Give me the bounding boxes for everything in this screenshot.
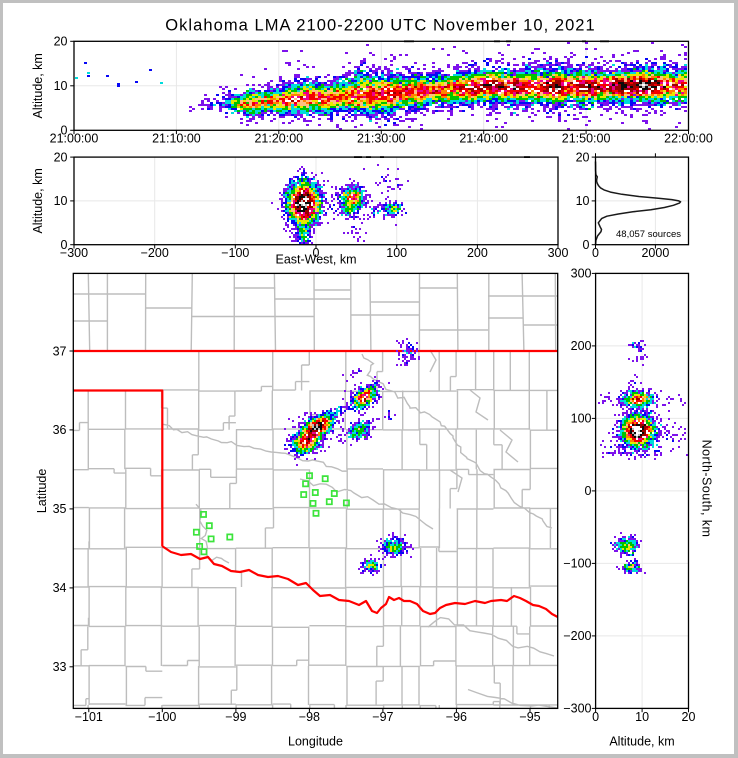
svg-text:0: 0 — [592, 246, 599, 260]
svg-text:22:00:00: 22:00:00 — [664, 132, 713, 146]
svg-text:−97: −97 — [372, 710, 393, 724]
svg-text:21:10:00: 21:10:00 — [152, 132, 201, 146]
svg-text:21:00:00: 21:00:00 — [50, 132, 99, 146]
svg-text:−200: −200 — [563, 629, 591, 643]
svg-text:0: 0 — [592, 710, 599, 724]
svg-text:−96: −96 — [446, 710, 467, 724]
svg-text:0: 0 — [313, 246, 320, 260]
svg-text:Altitude, km: Altitude, km — [31, 53, 45, 118]
svg-text:21:50:00: 21:50:00 — [562, 132, 611, 146]
svg-text:21:30:00: 21:30:00 — [357, 132, 406, 146]
svg-text:0: 0 — [61, 124, 68, 138]
svg-text:North-South, km: North-South, km — [700, 440, 714, 538]
svg-text:Longitude: Longitude — [288, 735, 343, 749]
svg-text:−100: −100 — [148, 710, 176, 724]
svg-text:300: 300 — [571, 267, 592, 281]
svg-text:Latitude: Latitude — [35, 469, 49, 514]
svg-text:0: 0 — [583, 238, 590, 252]
svg-text:20: 20 — [54, 150, 68, 164]
svg-text:Altitude, km: Altitude, km — [31, 168, 45, 233]
svg-text:−100: −100 — [563, 557, 591, 571]
svg-text:−200: −200 — [141, 246, 169, 260]
svg-text:−300: −300 — [563, 702, 591, 716]
svg-text:200: 200 — [467, 246, 488, 260]
svg-text:10: 10 — [576, 194, 590, 208]
svg-text:0: 0 — [61, 238, 68, 252]
svg-text:East-West, km: East-West, km — [275, 253, 356, 267]
svg-text:10: 10 — [54, 194, 68, 208]
svg-text:Altitude, km: Altitude, km — [609, 735, 674, 749]
svg-text:37: 37 — [53, 344, 67, 358]
svg-text:0: 0 — [585, 484, 592, 498]
svg-text:20: 20 — [682, 710, 696, 724]
svg-text:100: 100 — [571, 412, 592, 426]
svg-text:21:20:00: 21:20:00 — [254, 132, 303, 146]
svg-text:−95: −95 — [519, 710, 540, 724]
svg-text:10: 10 — [54, 79, 68, 93]
svg-text:−99: −99 — [225, 710, 246, 724]
svg-text:48,057 sources: 48,057 sources — [616, 229, 681, 240]
svg-text:34: 34 — [53, 581, 67, 595]
svg-text:33: 33 — [53, 660, 67, 674]
svg-text:200: 200 — [571, 339, 592, 353]
svg-text:21:40:00: 21:40:00 — [459, 132, 508, 146]
svg-text:35: 35 — [53, 502, 67, 516]
svg-text:−300: −300 — [60, 246, 88, 260]
svg-text:100: 100 — [386, 246, 407, 260]
svg-text:Oklahoma LMA 2100-2200 UTC Nov: Oklahoma LMA 2100-2200 UTC November 10, … — [165, 17, 596, 35]
svg-text:300: 300 — [548, 246, 569, 260]
svg-text:−100: −100 — [221, 246, 249, 260]
svg-text:20: 20 — [54, 35, 68, 49]
svg-text:10: 10 — [635, 710, 649, 724]
svg-text:−101: −101 — [75, 710, 103, 724]
svg-text:−98: −98 — [299, 710, 320, 724]
svg-text:2000: 2000 — [641, 246, 669, 260]
svg-text:20: 20 — [576, 150, 590, 164]
svg-text:36: 36 — [53, 423, 67, 437]
